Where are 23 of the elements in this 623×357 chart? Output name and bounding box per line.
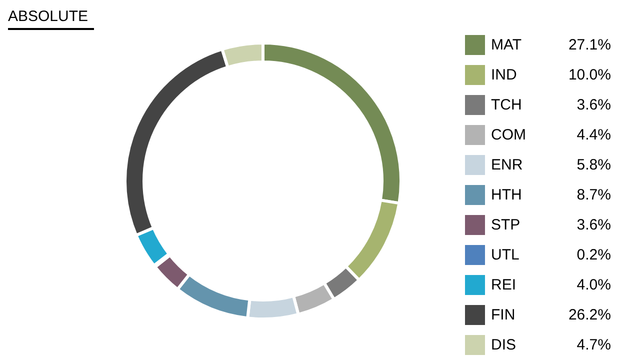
data-label: 26.2% [568,306,611,324]
chart-title: ABSOLUTE [8,8,94,30]
legend-label: FIN [491,306,516,324]
data-label: 27.1% [568,36,611,54]
legend-label: MAT [491,36,522,54]
legend-label: UTL [491,246,520,264]
data-label: 8.7% [576,186,611,204]
legend-label: IND [491,66,517,84]
legend-label: DIS [491,336,516,354]
legend-label: REI [491,276,516,294]
data-label: 4.7% [576,336,611,354]
data-label: 3.6% [576,216,611,234]
data-label: 4.4% [576,126,611,144]
data-label: 4.0% [576,276,611,294]
legend-label: COM [491,126,526,144]
legend-label: TCH [491,96,522,114]
legend-label: HTH [491,186,522,204]
data-label: 10.0% [568,66,611,84]
legend-label: STP [491,216,520,234]
data-label: 0.2% [576,246,611,264]
data-label: 5.8% [576,156,611,174]
legend-label: ENR [491,156,523,174]
data-label: 3.6% [576,96,611,114]
